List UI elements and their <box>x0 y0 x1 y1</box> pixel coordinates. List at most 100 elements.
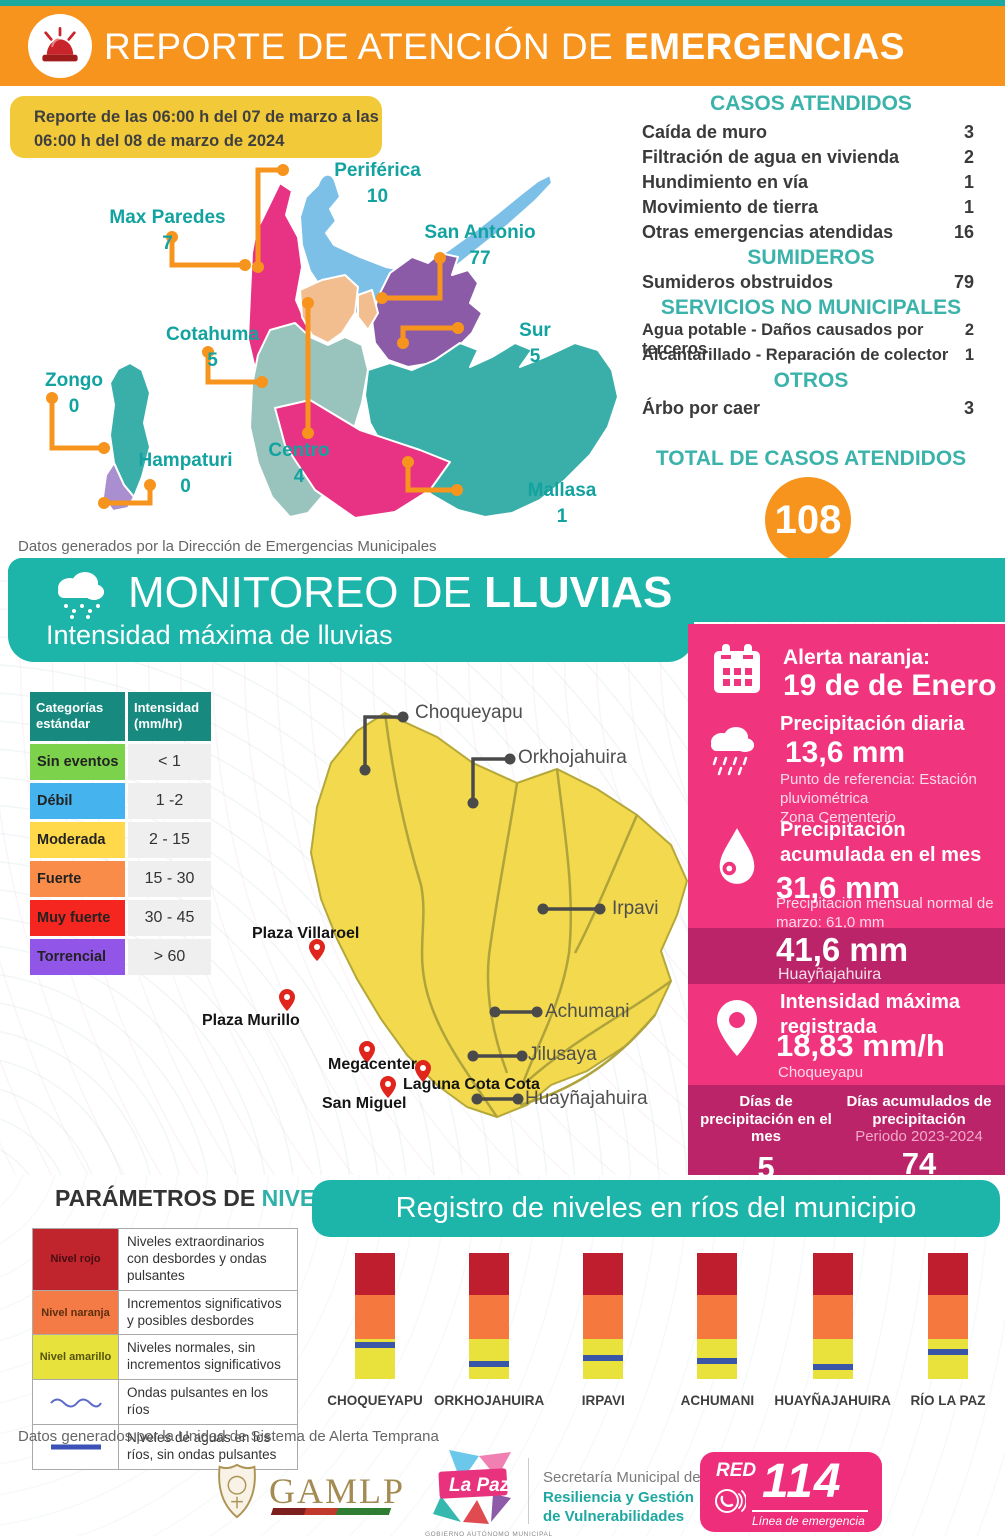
servicios-heading: SERVICIOS NO MUNICIPALES <box>660 296 962 319</box>
river-bar: IRPAVI <box>546 1253 660 1408</box>
case-row: Agua potable - Daños causados por tercer… <box>642 321 974 358</box>
max-intensity-label: Intensidad máxima registrada <box>780 991 961 1038</box>
case-row: Alcantarillado - Reparación de colector 1 <box>642 346 974 364</box>
district-label-hampaturi: Hampaturi 0 <box>138 450 233 497</box>
footer-divider <box>528 1458 529 1524</box>
level-swatch-rojo: Nivel rojo <box>33 1229 119 1290</box>
district-label-centro: Centro 4 <box>268 440 330 487</box>
accumulated-days: Días acumulados de precipitación Periodo… <box>838 1093 1000 1183</box>
district-centro-2 <box>357 289 379 331</box>
river-label-choqueyapu: Choqueyapu <box>415 702 523 723</box>
gamlp-crest-icon <box>218 1463 256 1519</box>
band-value: 41,6 mm <box>776 931 909 968</box>
red114-underline <box>752 1510 868 1512</box>
district-label-max-paredes: Max Paredes 7 <box>109 207 226 254</box>
red114-logo: RED 114 Línea de emergencia <box>700 1452 882 1532</box>
district-label-zongo: Zongo 0 <box>44 370 104 417</box>
river-bar: RÍO LA PAZ <box>891 1253 1005 1408</box>
svg-text:La Paz: La Paz <box>449 1475 510 1496</box>
river-label-irpavi: Irpavi <box>612 898 659 919</box>
top-accent-strip <box>0 0 1005 6</box>
accum-value: 74 <box>901 1146 937 1182</box>
legend-col2-header: Intensidad (mm/hr) <box>128 692 211 741</box>
monitoring-subtitle: Intensidad máxima de lluvias <box>46 620 393 650</box>
gamlp-logo: GAMLP <box>215 1462 405 1520</box>
month-precip-value: 31,6 mm <box>776 870 901 905</box>
daily-precip-value: 13,6 mm <box>785 736 906 769</box>
legend-range: > 60 <box>128 938 211 975</box>
place-label-megacenter: Megacenter <box>328 1056 417 1073</box>
sumideros-heading: SUMIDEROS <box>747 246 875 269</box>
case-row: Otras emergencias atendidas 16 <box>642 222 974 242</box>
report-period-box: Reporte de las 06:00 h del 07 de marzo a… <box>10 96 382 158</box>
secretaria-text: Secretaría Municipal de Resiliencia y Ge… <box>543 1469 701 1525</box>
monitoring-band-left <box>8 558 694 662</box>
month-precip-label: Precipitación acumulada en el mes <box>780 819 982 866</box>
month-precip-note: Precipitación mensual normal de marzo: 6… <box>776 895 994 931</box>
district-label-cotahuma: Cotahuma 5 <box>166 324 259 371</box>
river-lines <box>383 712 672 1118</box>
water-level-line <box>927 1348 968 1355</box>
total-heading: TOTAL DE CASOS ATENDIDOS <box>655 447 967 470</box>
river-label-huaynajahuira: Huayñajahuira <box>525 1088 648 1109</box>
river-label-jilusaya: Jilusaya <box>528 1044 597 1065</box>
level-swatch-naranja: Nivel naranja <box>33 1290 119 1335</box>
place-label-san-miguel: San Miguel <box>322 1095 407 1112</box>
lapaz-mosaic-icon: La Paz <box>433 1450 511 1524</box>
basin-outline <box>309 711 689 1119</box>
water-level-line <box>355 1342 396 1349</box>
alert-date: 19 de de Enero <box>783 669 997 702</box>
straight-line-icon <box>50 1444 101 1450</box>
daily-precip-note: Punto de referencia: Estación pluviométr… <box>780 771 977 826</box>
case-row: Hundimiento en vía 1 <box>642 172 974 192</box>
legend-swatch: Fuerte <box>30 860 125 897</box>
daily-precip-label: Precipitación diaria <box>780 713 965 735</box>
label-connectors <box>46 164 464 509</box>
page-title-bold: EMERGENCIAS <box>624 26 905 67</box>
levels-legend-table: Nivel rojo Niveles extraordinarios con d… <box>32 1228 298 1470</box>
water-level-line <box>583 1355 624 1362</box>
precip-days-block: Días de precipitación en el mes 5 Días a… <box>688 1085 1005 1185</box>
otros-heading: OTROS <box>773 369 849 392</box>
location-pin-icon <box>717 1000 757 1056</box>
level-swatch-amarillo: Nivel amarillo <box>33 1335 119 1380</box>
river-label-achumani: Achumani <box>545 1001 630 1022</box>
legend-swatch: Débil <box>30 782 125 819</box>
total-cases-badge: 108 <box>765 477 851 563</box>
place-label-plaza-villaroel: Plaza Villaroel <box>252 925 360 942</box>
huaynajahuira-band: 41,6 mm Huayñajahuira <box>688 928 1005 984</box>
rain-cloud-icon <box>711 727 754 776</box>
district-label-periferica: Periférica 10 <box>334 160 421 207</box>
water-level-line <box>812 1363 853 1370</box>
phone-icon <box>715 1489 746 1513</box>
case-row: Sumideros obstruidos 79 <box>642 272 974 292</box>
siren-icon <box>42 27 78 62</box>
district-label-san-antonio: San Antonio 77 <box>424 222 536 269</box>
level-row: Nivel naranja Incrementos significativos… <box>33 1290 297 1336</box>
red114-word: RED <box>716 1460 757 1481</box>
river-bar: CHOQUEYAPU <box>318 1253 432 1408</box>
legend-swatch: Muy fuerte <box>30 899 125 936</box>
level-row: Nivel rojo Niveles extraordinarios con d… <box>33 1229 297 1291</box>
max-intensity-river: Choqueyapu <box>778 1064 864 1081</box>
gamlp-ribbon <box>270 1508 392 1515</box>
calendar-icon <box>714 644 760 693</box>
water-level-line <box>697 1357 738 1364</box>
alert-label: Alerta naranja: <box>783 646 931 669</box>
legend-col1-header: Categorías estándar <box>30 692 125 741</box>
district-label-sur: Sur 5 <box>519 320 551 367</box>
level-row: Ondas pulsantes en los ríos <box>33 1380 297 1425</box>
river-label-orkhojahuira: Orkhojahuira <box>518 747 627 768</box>
max-intensity-value: 18,83 mm/h <box>776 1028 945 1063</box>
cases-heading: CASOS ATENDIDOS <box>710 92 912 115</box>
report-header: REPORTE DE ATENCIÓN DE EMERGENCIAS <box>0 6 1005 86</box>
report-period-line1: Reporte de las 06:00 h del 07 de marzo a… <box>34 108 379 126</box>
place-label-plaza-murillo: Plaza Murillo <box>202 1012 300 1029</box>
band-river: Huayñajahuira <box>778 966 882 983</box>
intensity-legend: Categorías estándar Intensidad (mm/hr) S… <box>30 692 211 975</box>
legend-range: 30 - 45 <box>128 899 211 936</box>
wavy-line-icon <box>49 1398 102 1408</box>
page-title-regular: REPORTE DE ATENCIÓN DE <box>104 26 624 67</box>
rain-data-source: Datos generados por la Unidad de Sistema… <box>18 1428 439 1445</box>
